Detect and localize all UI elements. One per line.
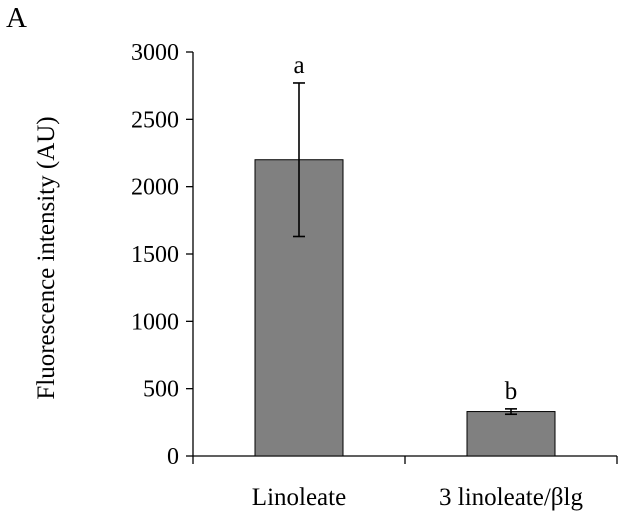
y-tick-label: 1000 bbox=[131, 309, 179, 335]
y-tick-label: 3000 bbox=[131, 40, 179, 66]
x-tick-label: 3 linoleate/βlg bbox=[439, 484, 583, 511]
x-tick-label: Linoleate bbox=[252, 484, 346, 511]
y-tick-label: 2500 bbox=[131, 107, 179, 133]
panel-label: A bbox=[6, 2, 27, 34]
significance-label: a bbox=[293, 52, 304, 79]
y-tick-label: 0 bbox=[167, 444, 179, 470]
significance-label: b bbox=[505, 378, 518, 405]
y-tick-label: 2000 bbox=[131, 175, 179, 201]
y-tick-label: 500 bbox=[143, 377, 179, 403]
y-tick-label: 1500 bbox=[131, 242, 179, 268]
bar bbox=[466, 411, 556, 457]
y-axis-label: Fluorescence intensity (AU) bbox=[33, 116, 60, 399]
